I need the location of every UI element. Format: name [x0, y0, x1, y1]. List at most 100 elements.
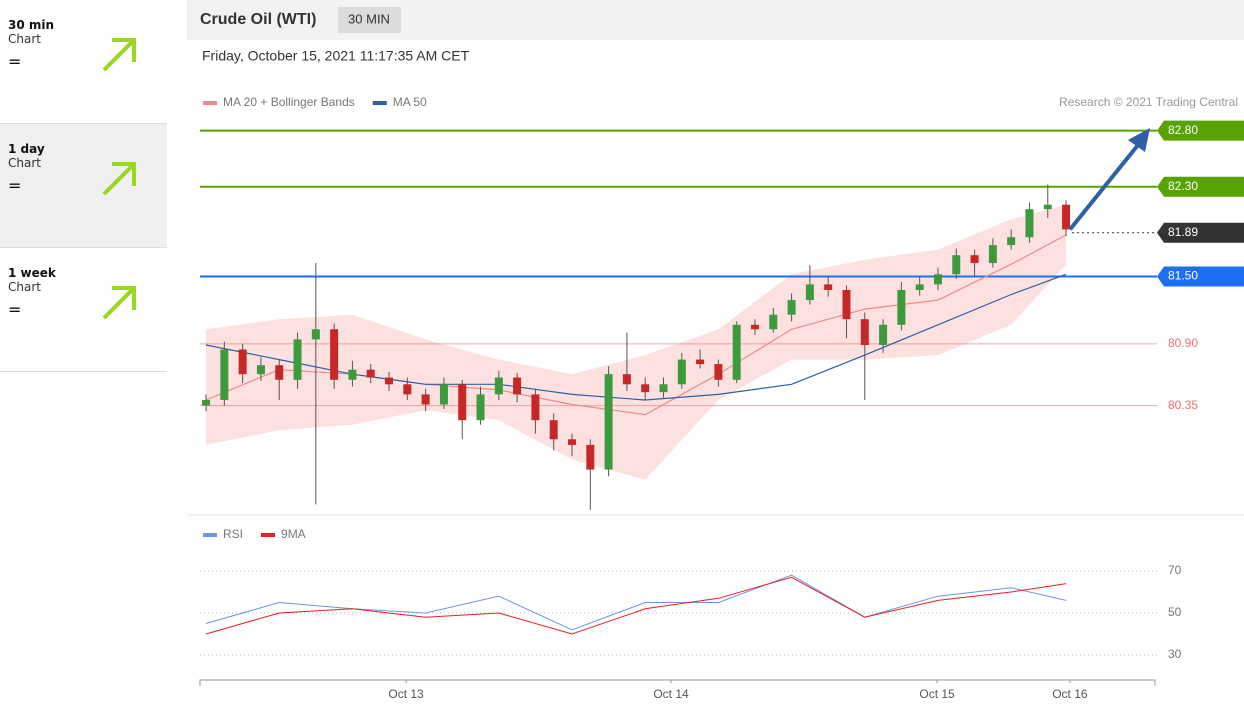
candle-body — [311, 329, 320, 340]
candle-body — [805, 284, 814, 301]
up-arrow-icon — [102, 286, 136, 320]
rsi-line — [205, 574, 1067, 631]
candle-body — [1025, 209, 1034, 238]
candle-body — [531, 394, 540, 421]
period: 1 day — [8, 142, 45, 156]
level-tag — [1157, 266, 1244, 287]
instrument-title: Crude Oil (WTI) — [200, 11, 316, 28]
candle-body — [385, 377, 394, 385]
up-arrow-icon — [102, 162, 136, 196]
candle-body — [988, 245, 997, 264]
level-label: 80.35 — [1168, 398, 1198, 412]
level-label: 81.89 — [1168, 225, 1198, 239]
legend-label: 9MA — [281, 527, 306, 541]
candle-body — [787, 300, 796, 315]
candle-body — [879, 324, 888, 345]
candle-body — [622, 374, 631, 385]
level-label: 81.50 — [1168, 269, 1198, 283]
timeframe-badge[interactable] — [338, 7, 401, 33]
candle-body — [458, 384, 467, 421]
sidebar-item[interactable]: 1 week Chart = — [0, 248, 167, 372]
legend-swatch — [372, 101, 387, 105]
y-tick-label: 30 — [1168, 647, 1182, 661]
level-label: 82.30 — [1168, 179, 1198, 193]
up-arrow-icon — [102, 38, 136, 72]
sidebar-item[interactable]: 1 day Chart = — [0, 124, 167, 248]
candle-body — [568, 439, 577, 445]
level-tag — [1157, 222, 1244, 243]
candle-body — [238, 349, 247, 375]
x-tick-label: Oct 14 — [653, 687, 689, 701]
y-tick-label: 70 — [1168, 563, 1182, 577]
x-tick-label: Oct 16 — [1052, 687, 1088, 701]
candle-body — [421, 394, 430, 405]
forecast-arrow — [1068, 143, 1140, 231]
candle-body — [1007, 237, 1016, 246]
x-tick-label: Oct 13 — [388, 687, 424, 701]
legend-label: RSI — [223, 527, 243, 541]
candle-body — [915, 284, 924, 290]
x-tick-label: Oct 15 — [919, 687, 955, 701]
legend-swatch — [203, 533, 217, 537]
candle-body — [494, 377, 503, 395]
forecast-arrowhead — [1128, 128, 1150, 152]
candle-body — [604, 374, 613, 470]
candle-body — [1043, 204, 1052, 210]
candle-body — [202, 400, 211, 406]
candle-body — [403, 384, 412, 395]
plot: MA 20 + Bollinger Bands MA 50 RSI 9MA 82.80 8… — [199, 95, 1244, 701]
candle-body — [366, 369, 375, 378]
legend-swatch — [203, 101, 217, 105]
candle-body — [586, 444, 595, 470]
candle-body — [256, 365, 265, 375]
level-label: 80.90 — [1168, 336, 1198, 350]
signal: = — [8, 300, 22, 319]
legend-label: MA 20 + Bollinger Bands — [223, 95, 355, 109]
item-label: Chart — [8, 32, 41, 46]
candle-body — [952, 255, 961, 275]
candle-body — [824, 284, 833, 290]
period: 30 min — [8, 18, 55, 32]
legend-label: MA 50 — [393, 95, 427, 109]
candle-body — [842, 290, 851, 320]
credit: Research © 2021 Trading Central — [1059, 95, 1238, 109]
candle-body — [970, 255, 979, 264]
candle-body — [439, 384, 448, 405]
candle-body — [732, 324, 741, 380]
candle-body — [513, 377, 522, 395]
signal: = — [8, 176, 22, 195]
candle-body — [897, 290, 906, 325]
candle-body — [696, 359, 705, 365]
candle-body — [348, 369, 357, 380]
candle-body — [330, 329, 339, 380]
candle-body — [714, 364, 723, 380]
level-tag — [1157, 176, 1244, 197]
candle-body — [293, 339, 302, 380]
level-tag — [1157, 120, 1244, 141]
bollinger-band — [206, 204, 1067, 480]
candle-body — [677, 359, 686, 385]
signal: = — [8, 52, 22, 71]
candle-body — [275, 365, 284, 380]
legend-swatch — [261, 533, 276, 537]
candle-body — [641, 384, 650, 393]
candle-body — [220, 349, 229, 400]
sidebar-item[interactable]: 30 min Chart = — [0, 0, 167, 124]
x-axis — [199, 679, 1156, 686]
period: 1 week — [8, 266, 56, 280]
candle-body — [476, 394, 485, 421]
candle-body — [933, 274, 942, 285]
y-tick-label: 50 — [1168, 605, 1182, 619]
candle-body — [659, 384, 668, 393]
candle-body — [549, 420, 558, 440]
timeframe-label[interactable]: 30 MIN — [348, 11, 390, 26]
candle-body — [860, 319, 869, 345]
candle-body — [769, 314, 778, 330]
item-label: Chart — [8, 280, 41, 294]
candle-body — [750, 324, 759, 330]
sidebar: 30 min Chart = 1 day Chart = 1 week Char… — [0, 0, 167, 372]
item-label: Chart — [8, 156, 41, 170]
level-label: 82.80 — [1168, 123, 1198, 137]
